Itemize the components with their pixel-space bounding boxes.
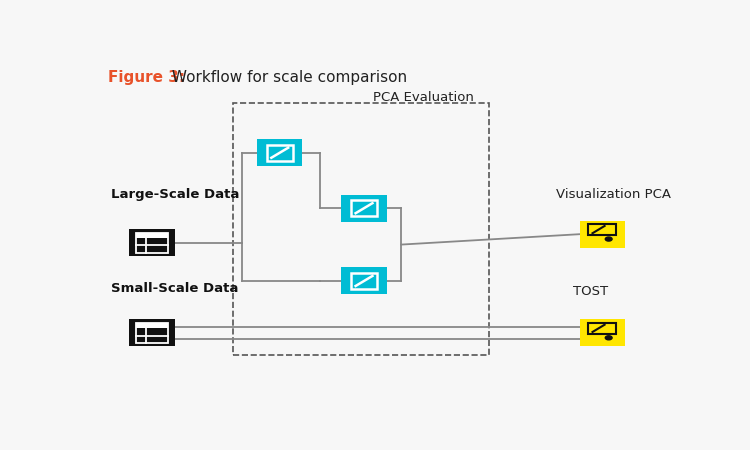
- FancyBboxPatch shape: [580, 320, 625, 346]
- FancyBboxPatch shape: [341, 267, 387, 294]
- Text: PCA Evaluation: PCA Evaluation: [373, 91, 474, 104]
- Text: Visualization PCA: Visualization PCA: [556, 188, 670, 201]
- FancyBboxPatch shape: [136, 233, 168, 238]
- Text: TOST: TOST: [573, 285, 608, 298]
- FancyBboxPatch shape: [129, 320, 175, 346]
- FancyBboxPatch shape: [580, 220, 625, 248]
- Circle shape: [605, 237, 612, 241]
- FancyBboxPatch shape: [257, 139, 302, 166]
- FancyBboxPatch shape: [341, 195, 387, 222]
- Text: Workflow for scale comparison: Workflow for scale comparison: [167, 70, 407, 85]
- Text: Large-Scale Data: Large-Scale Data: [111, 188, 239, 201]
- FancyBboxPatch shape: [136, 323, 168, 328]
- Text: Small-Scale Data: Small-Scale Data: [111, 282, 238, 295]
- Text: Figure 3:: Figure 3:: [108, 70, 185, 85]
- Circle shape: [605, 336, 612, 340]
- FancyBboxPatch shape: [129, 230, 175, 256]
